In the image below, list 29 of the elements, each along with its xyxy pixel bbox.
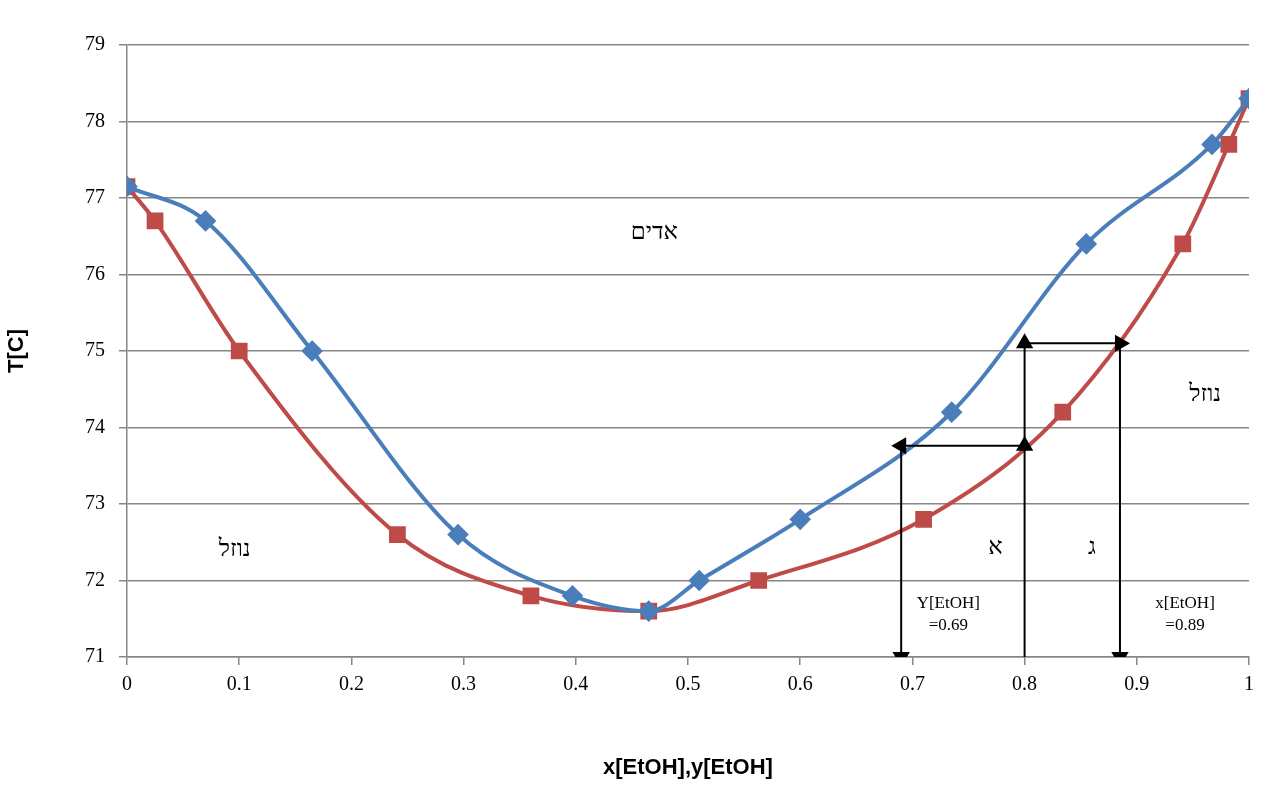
y-tick-label: 71 (85, 644, 105, 667)
y-tick-label: 77 (85, 185, 105, 208)
x-tick-label: 0.9 (1124, 672, 1150, 695)
x-tick-label: 0.5 (675, 672, 701, 695)
x-tick-label: 0.3 (451, 672, 477, 695)
y-tick-label: 74 (85, 414, 105, 437)
annotation: נוזל (217, 535, 251, 562)
x-tick-label: 0 (122, 672, 132, 695)
x-tick-label: 0.8 (1012, 672, 1038, 695)
x-tick-label: 1 (1244, 672, 1254, 695)
y-tick-label: 79 (85, 32, 105, 55)
y-tick-label: 75 (85, 338, 105, 361)
y-tick-label: 72 (85, 567, 105, 590)
y-tick-label: 78 (85, 108, 105, 131)
annotation: אדים (630, 217, 678, 244)
y-axis-title: T[C] (3, 329, 29, 373)
x-tick-label: 0.4 (563, 672, 589, 695)
x-tick-label: 0.1 (226, 672, 252, 695)
annotation: נוזל (1188, 380, 1222, 407)
x-axis-title: x[EtOH],y[EtOH] (603, 753, 773, 779)
annotation: Y[EtOH] =0.69 (916, 593, 980, 635)
y-tick-label: 76 (85, 261, 105, 284)
annotation: א (988, 533, 1003, 560)
x-tick-label: 0.7 (899, 672, 925, 695)
y-tick-label: 73 (85, 491, 105, 514)
x-tick-label: 0.2 (338, 672, 364, 695)
annotation: ג (1087, 533, 1096, 560)
x-tick-label: 0.6 (787, 672, 813, 695)
annotation: x[EtOH] =0.89 (1155, 593, 1215, 635)
